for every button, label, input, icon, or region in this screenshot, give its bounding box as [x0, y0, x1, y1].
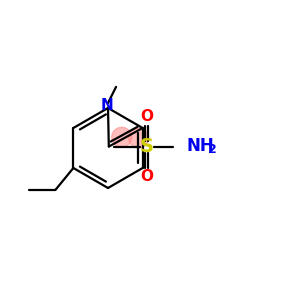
Text: S: S	[140, 137, 154, 156]
Text: O: O	[140, 109, 153, 124]
Circle shape	[112, 127, 132, 147]
Text: N: N	[100, 98, 113, 113]
Text: O: O	[140, 169, 153, 184]
Text: 2: 2	[208, 143, 217, 156]
Circle shape	[129, 128, 148, 148]
Text: NH: NH	[187, 136, 214, 154]
